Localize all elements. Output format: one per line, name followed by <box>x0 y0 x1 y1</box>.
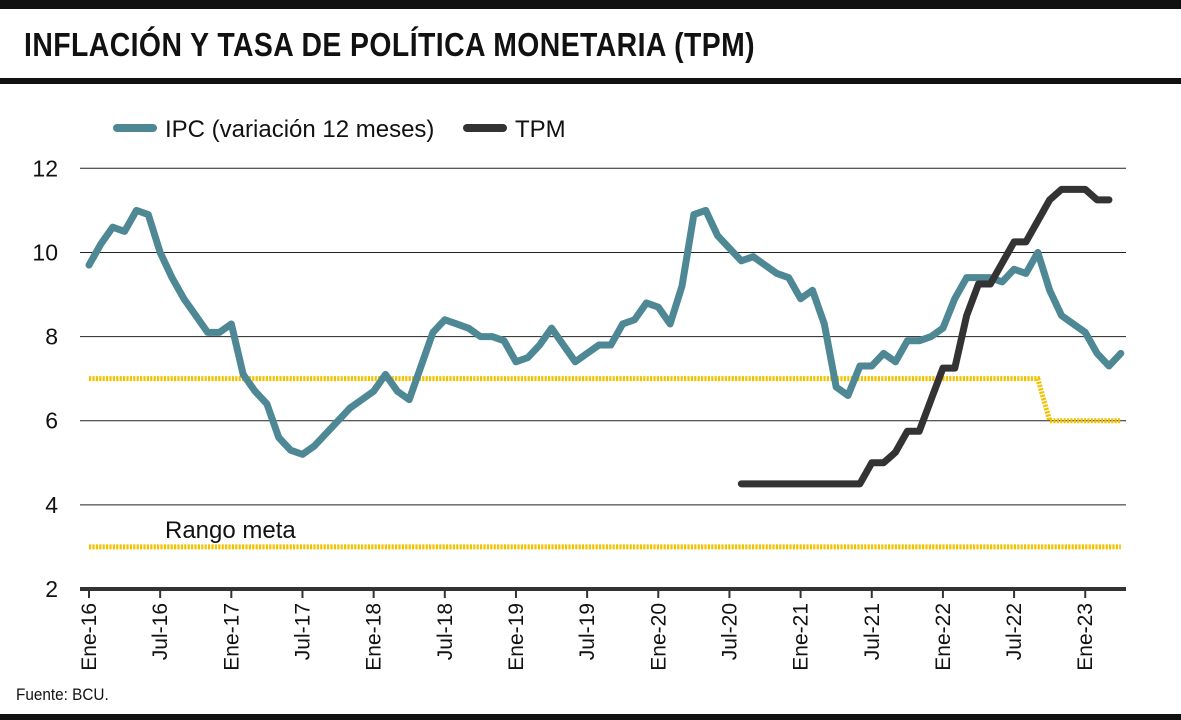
y-axis-tick-labels: 2 4 6 8 10 12 <box>32 155 58 602</box>
x-tick-label: Jul-18 <box>434 603 457 660</box>
x-tick-label: Jul-19 <box>576 603 599 660</box>
target-range-upper-line <box>89 376 1121 424</box>
annotations: Rango meta <box>165 517 296 544</box>
y-tick-label: 6 <box>45 408 58 434</box>
legend-label-ipc: IPC (variación 12 meses) <box>165 116 434 143</box>
x-tick-label: Ene-16 <box>78 603 101 671</box>
x-tick-label: Jul-16 <box>149 603 172 660</box>
grid-lines <box>80 167 1126 506</box>
x-tick-label: Ene-20 <box>647 603 670 671</box>
x-tick-label: Jul-22 <box>1003 603 1026 660</box>
x-tick-label: Jul-20 <box>718 603 741 660</box>
top-rule <box>0 0 1181 9</box>
x-tick-label: Ene-22 <box>932 603 955 671</box>
y-tick-label: 4 <box>45 492 58 518</box>
chart-title: INFLACIÓN Y TASA DE POLÍTICA MONETARIA (… <box>24 26 756 63</box>
series-lines <box>85 185 1125 488</box>
y-tick-label: 8 <box>45 324 58 350</box>
x-tick-label: Jul-21 <box>861 603 884 660</box>
y-tick-label: 2 <box>45 576 58 602</box>
source-note: Fuente: BCU. <box>16 685 109 704</box>
bottom-rule <box>0 714 1181 720</box>
x-tick-label: Jul-17 <box>291 603 314 660</box>
ipc-series-line <box>85 206 1125 458</box>
legend: IPC (variación 12 meses) TPM <box>113 116 566 143</box>
x-tick-label: Ene-23 <box>1074 603 1097 671</box>
x-tick-label: Ene-21 <box>790 603 813 671</box>
y-tick-label: 10 <box>32 239 58 265</box>
x-axis: Ene-16 Jul-16 Ene-17 Jul-17 Ene-18 Jul-18 Ene-… <box>78 587 1126 671</box>
target-range-lines <box>89 376 1121 550</box>
x-tick-label: Ene-17 <box>220 603 243 671</box>
tpm-series-line <box>737 185 1113 488</box>
legend-label-tpm: TPM <box>515 116 566 143</box>
target-range-label: Rango meta <box>165 517 296 544</box>
y-tick-label: 12 <box>32 155 58 181</box>
x-tick-label: Ene-19 <box>505 603 528 671</box>
title-rule <box>0 78 1181 84</box>
x-tick-label: Ene-18 <box>363 603 386 671</box>
